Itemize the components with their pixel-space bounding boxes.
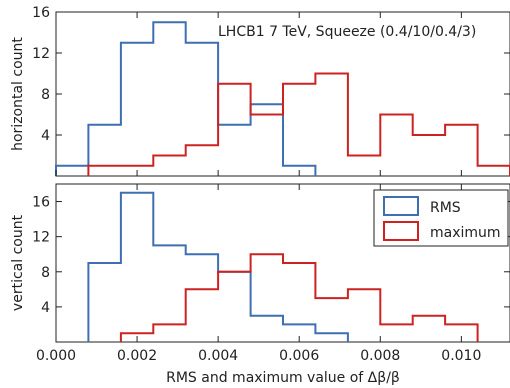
legend-label-maximum: maximum: [430, 225, 501, 241]
bottom-x-ticks: 0.000 0.002 0.004 0.006 0.008 0.010: [36, 184, 481, 364]
legend-label-rms: RMS: [430, 200, 461, 216]
xtick-label: 0.010: [441, 348, 481, 364]
top-ytick-label: 4: [41, 128, 50, 144]
bottom-panel: 4 8 12 16 0.000 0.002 0.004 0.006 0.008 0.010 ve…: [10, 183, 510, 386]
legend-swatch-rms: [383, 196, 419, 216]
top-histogram-marks: [55, 12, 510, 176]
xtick-label: 0.006: [279, 348, 319, 364]
xtick-label: 0.004: [198, 348, 238, 364]
bottom-ytick-label: 16: [32, 195, 50, 211]
bottom-ytick-label: 8: [41, 265, 50, 281]
xtick-label: 0.002: [117, 348, 157, 364]
x-axis-label: RMS and maximum value of Δβ/β: [166, 370, 400, 386]
top-ytick-label: 8: [41, 87, 50, 103]
top-ylabel: horizontal count: [10, 37, 26, 151]
bottom-ytick-label: 4: [41, 300, 50, 316]
xtick-label: 0.000: [36, 348, 76, 364]
bottom-y-ticks: 4 8 12 16: [32, 195, 510, 316]
top-annotation: LHCB1 7 TeV, Squeeze (0.4/10/0.4/3): [218, 24, 476, 40]
bottom-plot-frame: [55, 183, 510, 343]
top-ytick-label: 16: [32, 5, 50, 21]
bottom-histogram-marks: [87, 191, 479, 342]
top-series-maximum-steps: [87, 72, 510, 176]
legend: RMS maximum: [373, 189, 509, 247]
legend-swatch-maximum: [383, 221, 419, 241]
top-panel: 4 8 12 16 LHCB1 7 TeV, Squeeze (0.4/10/0.4/…: [10, 5, 510, 177]
legend-box: [373, 189, 509, 247]
bottom-ytick-label: 12: [32, 230, 50, 246]
top-ytick-label: 12: [32, 46, 50, 62]
xtick-label: 0.008: [360, 348, 400, 364]
bottom-series-maximum-steps: [119, 253, 479, 342]
top-y-ticks: 4 8 12 16: [32, 5, 510, 144]
bottom-series-rms-steps: [87, 191, 349, 342]
bottom-ylabel: vertical count: [10, 214, 26, 311]
